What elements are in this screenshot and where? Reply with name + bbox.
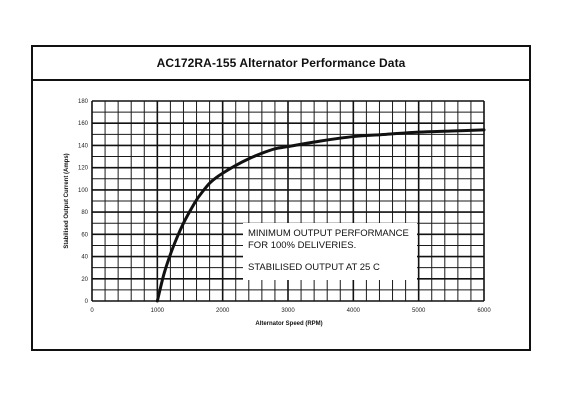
y-tick-label: 80 <box>81 210 88 216</box>
annotation-line-3: STABILISED OUTPUT AT 25 C <box>248 262 380 273</box>
x-tick-label: 4000 <box>347 308 361 314</box>
y-tick-label: 100 <box>78 188 89 194</box>
x-tick-label: 5000 <box>412 308 426 314</box>
x-axis-label: Alternator Speed (RPM) <box>255 321 322 327</box>
title-bar: AC172RA-155 Alternator Performance Data <box>33 47 529 81</box>
x-tick-label: 0 <box>90 308 94 314</box>
annotation-box <box>243 223 417 280</box>
major-grid <box>91 100 485 302</box>
y-tick-label: 120 <box>78 166 89 172</box>
tick-labels: 0 1000 2000 3000 4000 5000 6000 0 20 40 60 80 100 120… <box>78 99 491 314</box>
chart-frame: AC172RA-155 Alternator Performance Data <box>31 45 531 351</box>
y-tick-label: 20 <box>81 277 88 283</box>
x-tick-label: 2000 <box>216 308 230 314</box>
y-tick-label: 180 <box>78 99 89 105</box>
annotation-line-1: MINIMUM OUTPUT PERFORMANCE <box>248 228 409 239</box>
y-tick-label: 160 <box>78 121 89 127</box>
output-current-series-line <box>155 128 486 303</box>
annotation-line-2: FOR 100% DELIVERIES. <box>248 240 356 251</box>
y-axis-label: Stabilised Output Current (Amps) <box>64 153 70 248</box>
series-group <box>155 128 486 303</box>
y-tick-label: 60 <box>81 232 88 238</box>
y-tick-label: 40 <box>81 255 88 261</box>
x-tick-label: 1000 <box>151 308 165 314</box>
y-tick-label: 140 <box>78 143 89 149</box>
y-tick-label: 0 <box>85 299 89 305</box>
x-tick-label: 3000 <box>281 308 295 314</box>
x-tick-label: 6000 <box>477 308 491 314</box>
chart-title: AC172RA-155 Alternator Performance Data <box>156 56 406 70</box>
